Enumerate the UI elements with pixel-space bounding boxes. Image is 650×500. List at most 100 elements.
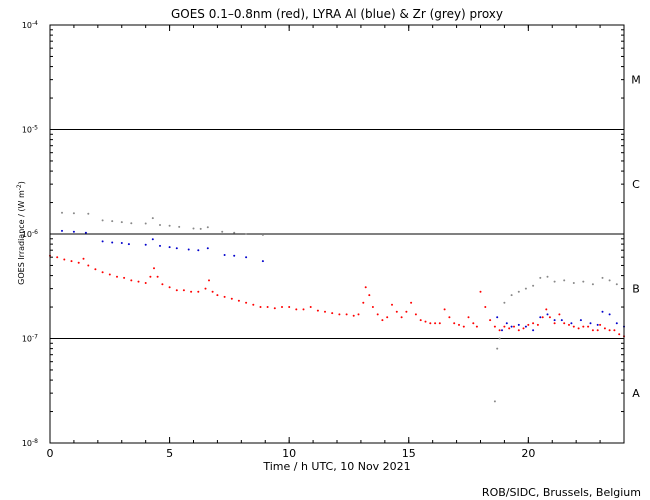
y-tick-base: 10 (22, 126, 32, 135)
y-tick-base: 10 (22, 335, 32, 344)
data-point (302, 308, 305, 311)
data-point (206, 226, 209, 229)
data-point (245, 233, 248, 235)
data-point (101, 219, 104, 222)
data-point (484, 306, 487, 308)
y-tick-base: 10 (22, 21, 32, 30)
data-point (536, 323, 539, 326)
flare-class-label: B (632, 283, 640, 296)
data-point (144, 222, 147, 225)
data-point (591, 283, 594, 286)
y-tick-exponent: -4 (32, 20, 38, 27)
y-axis-label-superscript: -2 (16, 184, 23, 190)
data-point (458, 323, 460, 326)
data-point (424, 320, 427, 323)
flare-class-label: M (631, 74, 641, 87)
data-point (331, 312, 334, 315)
data-point (168, 224, 171, 227)
data-point (493, 400, 496, 403)
data-point (70, 260, 73, 263)
data-point (324, 310, 326, 313)
data-point (137, 280, 140, 283)
y-axis-label-close: ) (17, 181, 26, 184)
flare-class-label: A (632, 387, 640, 400)
y-tick-base: 10 (22, 230, 32, 239)
data-point (223, 254, 226, 256)
y-tick-label: 10-7 (22, 334, 38, 344)
data-point (175, 247, 178, 250)
data-point (101, 240, 104, 243)
x-tick-label: 15 (402, 447, 416, 460)
data-point (568, 323, 570, 326)
data-point (472, 322, 475, 325)
data-point (400, 316, 403, 319)
data-point (596, 323, 599, 326)
data-point (111, 220, 114, 223)
data-point (161, 283, 164, 286)
data-point (120, 242, 123, 244)
data-point (216, 294, 219, 297)
y-tick-label: 10-5 (22, 125, 38, 135)
data-point (587, 325, 590, 328)
data-point (82, 257, 85, 260)
data-point (563, 322, 566, 325)
data-point (467, 316, 470, 319)
data-point (208, 279, 210, 282)
data-point (496, 316, 499, 319)
data-point (608, 329, 611, 332)
data-point (532, 322, 535, 325)
data-point (159, 244, 161, 247)
data-point (510, 294, 513, 297)
data-point (151, 217, 154, 220)
data-point (503, 301, 506, 304)
data-point (539, 276, 542, 279)
data-point (489, 319, 492, 322)
data-point (56, 256, 59, 259)
data-point (532, 284, 535, 287)
data-point (108, 273, 111, 276)
data-point (192, 227, 195, 230)
y-tick-label: 10-4 (22, 20, 38, 30)
y-tick-exponent: -6 (32, 229, 38, 236)
data-point (498, 329, 501, 332)
data-point (288, 306, 291, 308)
data-point (548, 316, 551, 319)
data-point (596, 329, 599, 332)
data-point (601, 276, 604, 279)
data-point (391, 303, 393, 306)
data-point (522, 327, 525, 330)
data-point (144, 282, 147, 284)
data-point (266, 306, 269, 308)
data-point (376, 313, 379, 316)
data-point (505, 322, 508, 325)
data-point (599, 323, 602, 326)
data-point (553, 319, 556, 322)
data-point (524, 287, 527, 290)
y-tick-base: 10 (22, 439, 32, 448)
x-axis-label: Time / h UTC, 10 Nov 2021 (262, 460, 410, 473)
data-point (245, 256, 248, 259)
data-point (151, 238, 154, 241)
data-point (532, 329, 535, 332)
data-point (273, 307, 276, 310)
data-point (582, 325, 585, 328)
data-point (553, 280, 556, 283)
series-3 (493, 337, 501, 403)
data-point (615, 283, 618, 286)
data-point (572, 325, 575, 328)
data-point (168, 286, 171, 289)
data-point (130, 222, 133, 225)
data-point (127, 243, 130, 246)
data-point (204, 287, 207, 290)
data-point (448, 316, 451, 319)
data-point (211, 290, 214, 293)
data-point (156, 275, 159, 278)
data-point (414, 313, 417, 316)
data-point (295, 308, 298, 311)
data-point (539, 316, 542, 319)
data-point (352, 314, 355, 317)
data-point (130, 279, 133, 282)
data-point (72, 230, 75, 233)
data-point (120, 221, 123, 224)
